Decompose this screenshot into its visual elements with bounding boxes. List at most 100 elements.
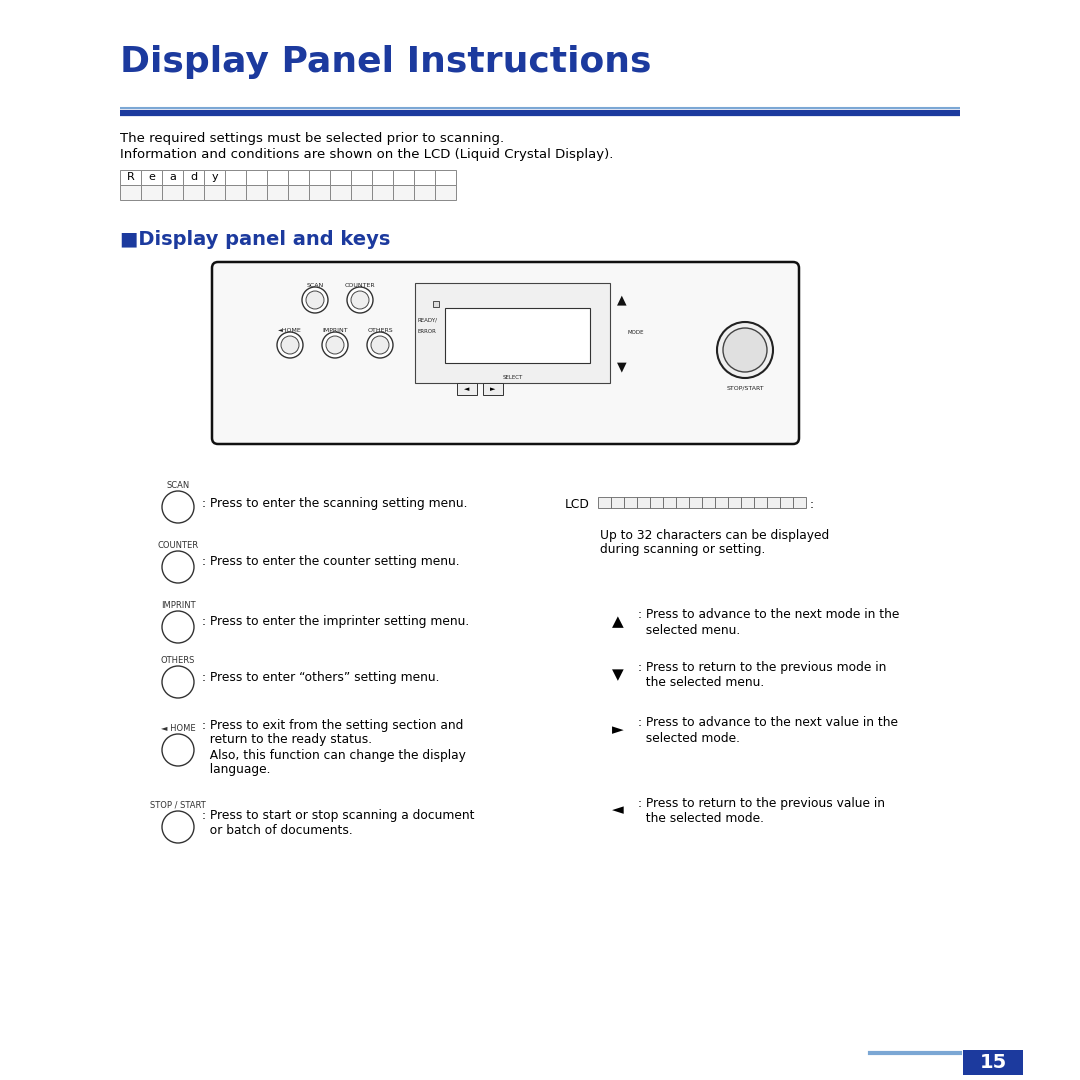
Bar (183, 170, 204, 185)
Bar (120, 185, 141, 200)
Circle shape (372, 336, 389, 354)
Text: ■Display panel and keys: ■Display panel and keys (120, 230, 390, 249)
Text: : Press to advance to the next mode in the: : Press to advance to the next mode in t… (638, 608, 900, 621)
Text: :: : (810, 499, 814, 512)
Text: a: a (170, 173, 176, 183)
Bar (663, 497, 676, 508)
Bar (330, 185, 351, 200)
Bar (246, 185, 267, 200)
Text: : Press to enter “others” setting menu.: : Press to enter “others” setting menu. (202, 671, 440, 684)
Bar (141, 170, 162, 185)
Bar (393, 170, 414, 185)
Bar (162, 170, 183, 185)
Bar (715, 497, 728, 508)
Bar (650, 497, 663, 508)
Bar (372, 170, 393, 185)
Circle shape (326, 336, 345, 354)
Text: ►: ► (612, 723, 624, 738)
Bar (702, 497, 715, 508)
Bar (741, 497, 754, 508)
Bar (288, 185, 309, 200)
Bar (372, 185, 393, 200)
Circle shape (162, 551, 194, 583)
Text: READY/: READY/ (417, 318, 437, 323)
Text: OTHERS: OTHERS (367, 328, 393, 333)
Bar (288, 170, 309, 185)
Circle shape (723, 328, 767, 372)
Text: : Press to enter the scanning setting menu.: : Press to enter the scanning setting me… (202, 497, 468, 510)
Circle shape (162, 491, 194, 523)
Text: The required settings must be selected prior to scanning.: The required settings must be selected p… (120, 132, 504, 145)
Bar (351, 170, 372, 185)
Bar (415, 283, 610, 383)
Bar (598, 497, 611, 508)
Circle shape (276, 332, 303, 357)
Bar (204, 170, 225, 185)
Bar (457, 383, 477, 395)
Bar (204, 185, 225, 200)
Text: Up to 32 characters can be displayed: Up to 32 characters can be displayed (600, 528, 829, 541)
Text: SCAN: SCAN (166, 481, 190, 490)
Bar (351, 185, 372, 200)
Text: STOP/START: STOP/START (726, 384, 764, 390)
Bar (728, 497, 741, 508)
Text: return to the ready status.: return to the ready status. (202, 733, 373, 746)
Bar (414, 170, 435, 185)
Text: ◄: ◄ (464, 386, 470, 392)
Bar (246, 170, 267, 185)
Circle shape (367, 332, 393, 357)
Circle shape (162, 611, 194, 643)
Text: MODE: MODE (627, 330, 644, 336)
Bar (183, 185, 204, 200)
Text: ▼: ▼ (612, 667, 624, 683)
Text: : Press to advance to the next value in the: : Press to advance to the next value in … (638, 716, 897, 729)
Text: selected mode.: selected mode. (638, 731, 740, 744)
Circle shape (162, 811, 194, 843)
Text: : Press to start or stop scanning a document: : Press to start or stop scanning a docu… (202, 809, 474, 822)
Text: y: y (212, 173, 218, 183)
Bar (120, 170, 141, 185)
Text: IMPRINT: IMPRINT (322, 328, 348, 333)
Text: STOP / START: STOP / START (150, 801, 206, 810)
Bar (393, 185, 414, 200)
Text: the selected mode.: the selected mode. (638, 811, 764, 824)
Bar (267, 185, 288, 200)
Text: : Press to return to the previous value in: : Press to return to the previous value … (638, 797, 885, 810)
Bar (445, 308, 590, 363)
Text: SCAN: SCAN (307, 283, 324, 288)
Bar (754, 497, 767, 508)
Text: Also, this function can change the display: Also, this function can change the displ… (202, 748, 465, 761)
Bar (225, 170, 246, 185)
Text: ►: ► (490, 386, 496, 392)
Bar (162, 185, 183, 200)
Circle shape (347, 287, 373, 313)
FancyBboxPatch shape (212, 262, 799, 444)
Circle shape (162, 666, 194, 698)
Text: : Press to enter the counter setting menu.: : Press to enter the counter setting men… (202, 555, 460, 568)
Text: ▲: ▲ (617, 294, 626, 307)
Text: R: R (126, 173, 134, 183)
Circle shape (302, 287, 328, 313)
Text: LCD: LCD (565, 499, 590, 512)
Text: ◄HOME: ◄HOME (279, 328, 302, 333)
Bar (141, 185, 162, 200)
Text: or batch of documents.: or batch of documents. (202, 823, 353, 837)
Bar (624, 497, 637, 508)
Bar (767, 497, 780, 508)
Circle shape (351, 291, 369, 309)
Text: IMPRINT: IMPRINT (161, 600, 195, 610)
Bar (689, 497, 702, 508)
Text: ◄: ◄ (612, 802, 624, 818)
Text: selected menu.: selected menu. (638, 623, 740, 636)
Text: Display Panel Instructions: Display Panel Instructions (120, 45, 651, 79)
Bar (780, 497, 793, 508)
Text: COUNTER: COUNTER (345, 283, 376, 288)
Text: OTHERS: OTHERS (161, 656, 195, 665)
Bar (225, 185, 246, 200)
Bar (433, 301, 438, 307)
Bar (414, 185, 435, 200)
Bar (330, 170, 351, 185)
Text: language.: language. (202, 764, 270, 777)
Bar (483, 383, 503, 395)
Bar (611, 497, 624, 508)
